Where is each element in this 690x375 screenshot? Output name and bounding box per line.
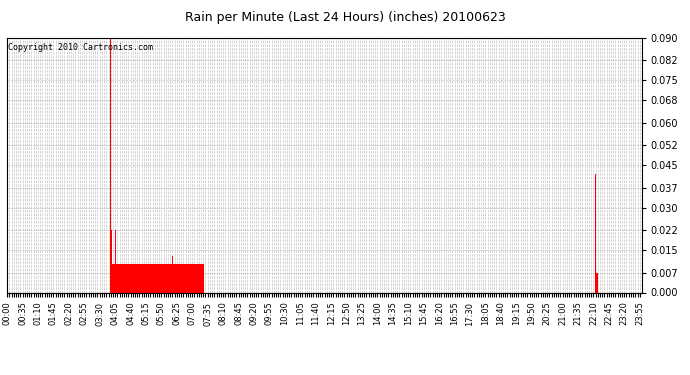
Text: Copyright 2010 Cartronics.com: Copyright 2010 Cartronics.com — [8, 43, 152, 52]
Text: Rain per Minute (Last 24 Hours) (inches) 20100623: Rain per Minute (Last 24 Hours) (inches)… — [185, 11, 505, 24]
